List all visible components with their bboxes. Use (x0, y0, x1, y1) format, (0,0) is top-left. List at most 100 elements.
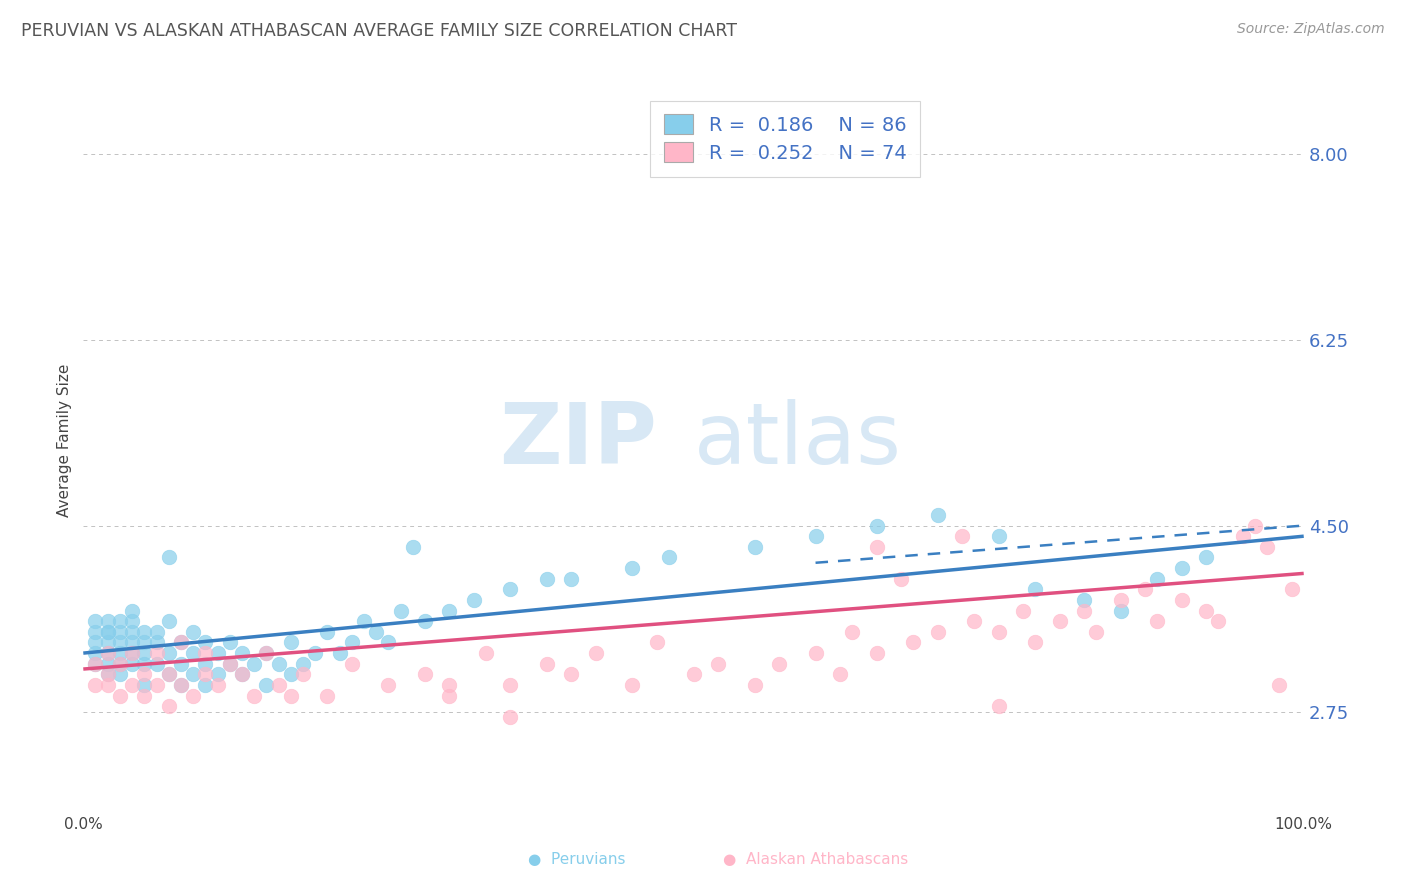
Point (413, 667, 436, 681)
Point (1195, 604, 1218, 618)
Point (329, 646, 352, 660)
Point (267, 678, 290, 692)
Point (987, 624, 1010, 639)
Point (181, 624, 204, 639)
Point (1195, 550, 1218, 565)
Point (254, 646, 277, 660)
Point (84, 657, 107, 671)
Point (121, 635, 143, 649)
Point (134, 667, 156, 681)
Point (366, 624, 388, 639)
Point (84, 646, 107, 660)
Point (97, 667, 120, 681)
Point (97, 678, 120, 692)
Point (585, 646, 607, 660)
Point (499, 678, 522, 692)
Point (1073, 604, 1095, 618)
Point (890, 572, 912, 586)
Point (254, 678, 277, 692)
Point (218, 657, 240, 671)
Text: Source: ZipAtlas.com: Source: ZipAtlas.com (1237, 22, 1385, 37)
Point (280, 667, 302, 681)
Point (645, 635, 668, 649)
Point (97, 667, 120, 681)
Point (536, 572, 558, 586)
Point (145, 678, 167, 692)
Point (1170, 593, 1192, 607)
Point (181, 646, 204, 660)
Point (84, 678, 107, 692)
Point (927, 508, 949, 522)
Point (170, 678, 193, 692)
Point (97, 624, 120, 639)
Point (353, 614, 375, 628)
Point (207, 646, 229, 660)
Point (413, 614, 436, 628)
Point (145, 624, 167, 639)
Text: PERUVIAN VS ALASKAN ATHABASCAN AVERAGE FAMILY SIZE CORRELATION CHART: PERUVIAN VS ALASKAN ATHABASCAN AVERAGE F… (21, 22, 737, 40)
Point (170, 635, 193, 649)
Point (84, 624, 107, 639)
Point (744, 678, 766, 692)
Point (340, 657, 363, 671)
Point (463, 593, 485, 607)
Point (987, 699, 1010, 714)
Point (291, 667, 314, 681)
Point (987, 529, 1010, 543)
Point (1146, 572, 1168, 586)
Point (1109, 593, 1132, 607)
Point (207, 678, 229, 692)
Point (108, 646, 131, 660)
Point (134, 689, 156, 703)
Point (84, 614, 107, 628)
Point (1109, 604, 1132, 618)
Point (97, 646, 120, 660)
Point (475, 646, 498, 660)
Point (84, 635, 107, 649)
Text: ZIP: ZIP (499, 399, 657, 482)
Legend: R =  0.186    N = 86, R =  0.252    N = 74: R = 0.186 N = 86, R = 0.252 N = 74 (650, 101, 920, 177)
Point (108, 657, 131, 671)
Point (1206, 614, 1229, 628)
Point (194, 657, 217, 671)
Point (280, 635, 302, 649)
Point (682, 667, 704, 681)
Point (901, 635, 924, 649)
Point (218, 635, 240, 649)
Point (499, 710, 522, 724)
Point (280, 689, 302, 703)
Point (768, 657, 790, 671)
Point (194, 635, 217, 649)
Point (231, 646, 253, 660)
Point (439, 689, 461, 703)
Point (1133, 582, 1156, 597)
Point (560, 572, 582, 586)
Point (1268, 678, 1291, 692)
Point (254, 646, 277, 660)
Point (97, 646, 120, 660)
Point (194, 646, 217, 660)
Point (950, 529, 973, 543)
Point (1281, 582, 1303, 597)
Point (499, 582, 522, 597)
Text: atlas: atlas (693, 399, 901, 482)
Point (121, 646, 143, 660)
Point (121, 657, 143, 671)
Point (97, 635, 120, 649)
Point (121, 646, 143, 660)
Point (134, 657, 156, 671)
Point (1146, 614, 1168, 628)
Point (1256, 540, 1278, 554)
Point (134, 646, 156, 660)
Point (157, 667, 180, 681)
Point (865, 518, 887, 533)
Point (108, 635, 131, 649)
Point (707, 657, 730, 671)
Point (97, 614, 120, 628)
Point (231, 667, 253, 681)
Point (170, 635, 193, 649)
Point (194, 678, 217, 692)
Point (621, 561, 644, 575)
Point (316, 689, 339, 703)
Point (243, 657, 266, 671)
